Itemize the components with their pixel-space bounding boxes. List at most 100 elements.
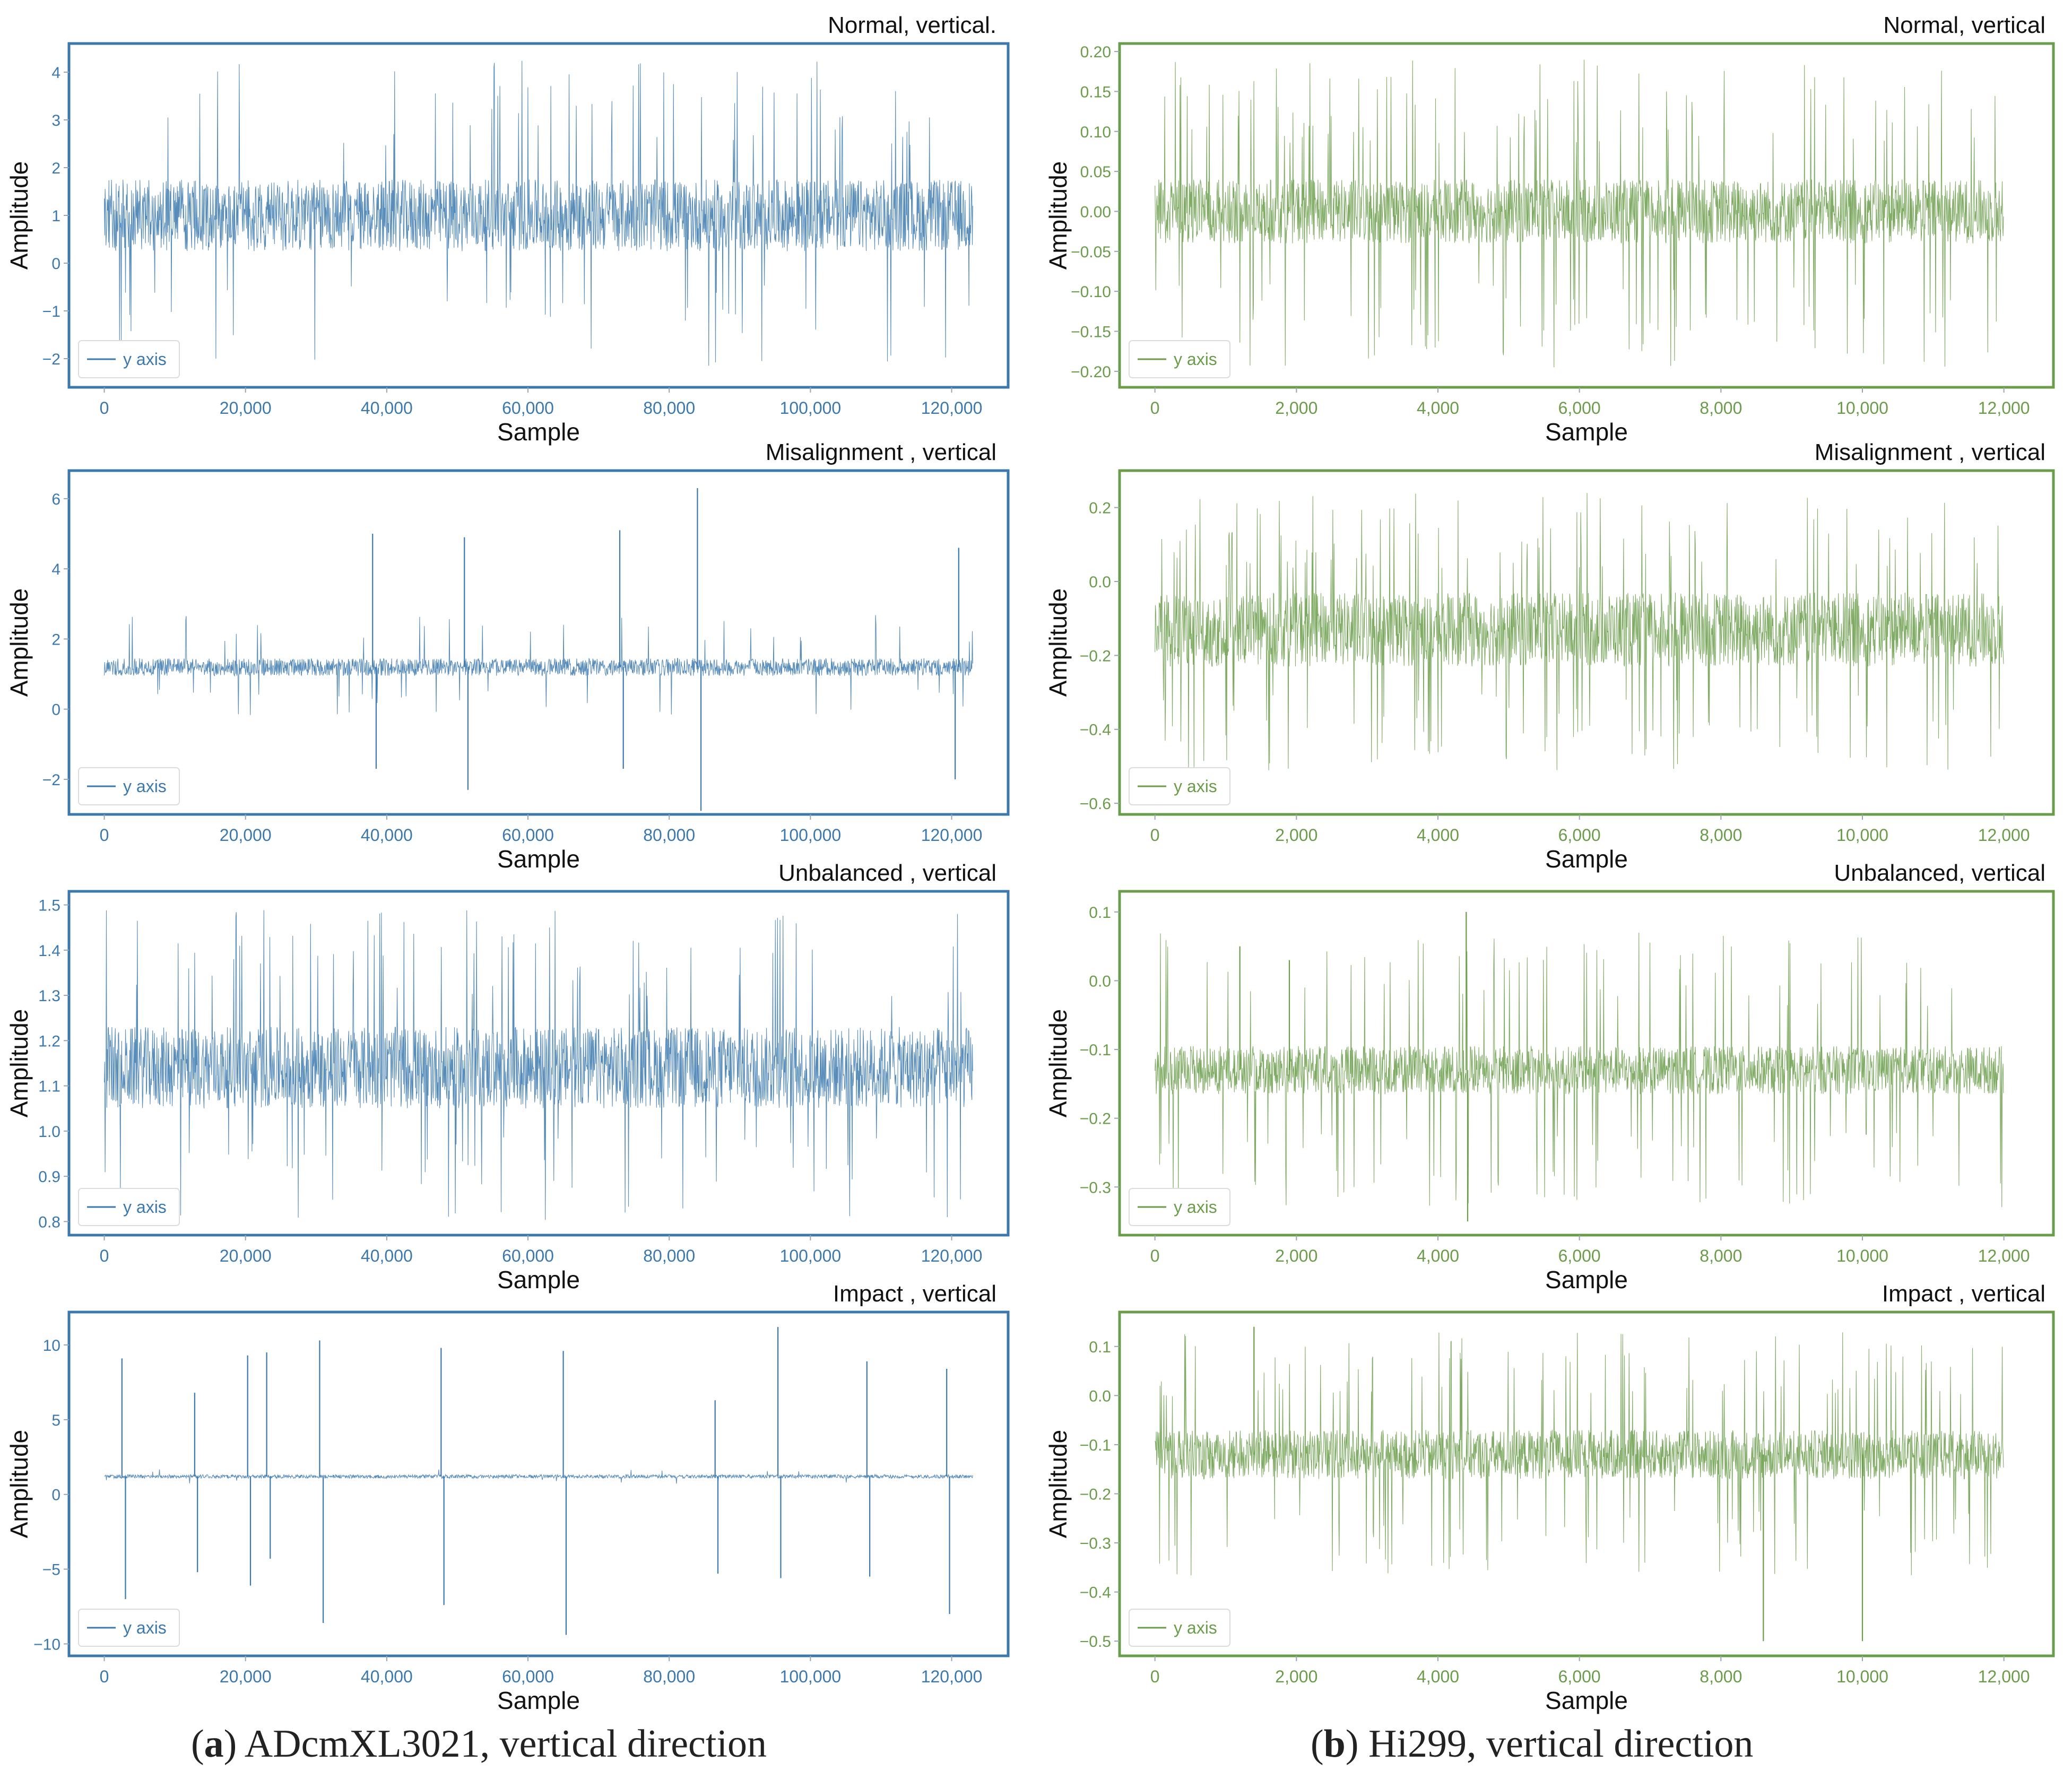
caption-b-text: Hi299, vertical direction — [1368, 1722, 1754, 1766]
x-tick-label: 100,000 — [780, 1667, 842, 1686]
x-tick-label: 100,000 — [780, 826, 842, 845]
x-tick-label: 2,000 — [1275, 1667, 1317, 1686]
chart-panel-a-2: Unbalanced , vertical 0.8 0.9 1.0 1.1 1.2 1.3 1… — [5, 860, 1010, 1293]
plot-frame — [67, 1310, 1010, 1657]
y-tick-label: 1.0 — [38, 1123, 60, 1141]
chart-title: Impact , vertical — [833, 1281, 996, 1307]
legend-label: y axis — [1174, 350, 1217, 369]
plot-frame — [1118, 890, 2055, 1237]
y-tick-label: −1 — [42, 303, 60, 320]
y-tick-label: 0.10 — [1080, 124, 1111, 141]
plot-frame — [1118, 42, 2055, 389]
y-tick-label: −0.6 — [1080, 795, 1111, 813]
chart-panel-a-0: Normal, vertical. −2 −1 0 1 2 3 4 0 20,000 40,000 6… — [5, 12, 1010, 446]
x-tick-label: 0 — [1150, 826, 1160, 845]
x-tick-label: 80,000 — [643, 398, 695, 418]
x-tick-label: 8,000 — [1700, 826, 1742, 845]
y-tick-label: 2 — [51, 631, 60, 648]
y-tick-label: 4 — [51, 64, 60, 82]
x-tick-label: 0 — [1150, 1667, 1160, 1686]
y-axis-label: Amplitude — [1044, 161, 1072, 270]
caption-b-letter: b — [1323, 1722, 1346, 1766]
legend-box — [78, 1609, 180, 1647]
x-tick-label: 0 — [100, 1246, 109, 1265]
legend-box — [1129, 340, 1230, 378]
y-tick-label: −0.3 — [1080, 1535, 1111, 1552]
x-tick-label: 40,000 — [361, 1667, 413, 1686]
x-tick-label: 12,000 — [1978, 826, 2030, 845]
y-tick-label: −0.4 — [1080, 1584, 1111, 1602]
x-tick-label: 4,000 — [1417, 1667, 1459, 1686]
x-tick-label: 20,000 — [220, 398, 272, 418]
chart-panel-b-3: Impact , vertical −0.5 −0.4 −0.3 −0.2 −0.1 0.0… — [1044, 1281, 2055, 1714]
signal-line — [1155, 59, 2004, 368]
legend-box — [1129, 1609, 1230, 1647]
x-tick-label: 6,000 — [1558, 398, 1601, 418]
y-tick-label: −5 — [42, 1561, 60, 1579]
x-tick-label: 8,000 — [1700, 1667, 1742, 1686]
x-tick-label: 4,000 — [1417, 398, 1459, 418]
x-axis-label: Sample — [1545, 1687, 1628, 1714]
y-tick-label: −2 — [42, 351, 60, 368]
x-tick-label: 120,000 — [921, 1246, 983, 1265]
plot-frame — [67, 469, 1010, 816]
chart-title: Misalignment , vertical — [1815, 439, 2045, 465]
x-tick-label: 6,000 — [1558, 1667, 1601, 1686]
y-tick-label: 1 — [51, 207, 60, 225]
legend-box — [1129, 767, 1230, 805]
y-tick-label: 1.2 — [38, 1032, 60, 1050]
x-tick-label: 0 — [1150, 398, 1160, 418]
plot-frame — [1118, 1310, 2055, 1657]
y-tick-label: 2 — [51, 160, 60, 177]
y-tick-label: −0.2 — [1080, 647, 1111, 665]
x-tick-label: 80,000 — [643, 826, 695, 845]
x-tick-label: 0 — [1150, 1246, 1160, 1265]
y-tick-label: 0.2 — [1089, 500, 1111, 517]
y-axis-label: Amplitude — [5, 1430, 33, 1539]
x-tick-label: 0 — [100, 1667, 109, 1686]
x-tick-label: 40,000 — [361, 1246, 413, 1265]
signal-line — [103, 60, 973, 366]
plot-frame — [67, 890, 1010, 1237]
legend-box — [1129, 1188, 1230, 1226]
x-tick-label: 40,000 — [361, 398, 413, 418]
y-tick-label: −0.3 — [1080, 1179, 1111, 1196]
x-tick-label: 100,000 — [780, 398, 842, 418]
x-tick-label: 10,000 — [1836, 1246, 1888, 1265]
chart-title: Unbalanced , vertical — [778, 860, 996, 886]
y-tick-label: −2 — [42, 771, 60, 789]
y-tick-label: 0.8 — [38, 1213, 60, 1231]
y-tick-label: 4 — [51, 561, 60, 578]
y-tick-label: 0 — [51, 255, 60, 273]
x-tick-label: 60,000 — [502, 826, 554, 845]
y-tick-label: 0.0 — [1089, 973, 1111, 990]
y-tick-label: 0.0 — [1089, 574, 1111, 591]
y-tick-label: 0.1 — [1089, 904, 1111, 922]
y-axis-label: Amplitude — [5, 1009, 33, 1118]
legend-label: y axis — [123, 777, 167, 796]
y-tick-label: 0.15 — [1080, 83, 1111, 101]
y-tick-label: 1.1 — [38, 1078, 60, 1096]
signal-line — [1155, 932, 2004, 1208]
signal-line — [103, 910, 973, 1220]
y-tick-label: −10 — [33, 1636, 60, 1653]
y-axis-label: Amplitude — [5, 588, 33, 697]
x-tick-label: 120,000 — [921, 1667, 983, 1686]
y-tick-label: 1.5 — [38, 897, 60, 915]
caption-b: (b) Hi299, vertical direction — [1311, 1722, 1754, 1766]
x-tick-label: 120,000 — [921, 826, 983, 845]
x-axis-label: Sample — [497, 845, 580, 873]
x-tick-label: 2,000 — [1275, 1246, 1317, 1265]
y-axis-label: Amplitude — [1044, 1009, 1072, 1118]
y-axis-label: Amplitude — [1044, 1430, 1072, 1539]
signal-line — [1155, 1332, 2004, 1576]
x-tick-label: 4,000 — [1417, 1246, 1459, 1265]
x-tick-label: 12,000 — [1978, 1667, 2030, 1686]
y-tick-label: 5 — [51, 1412, 60, 1429]
legend-label: y axis — [1174, 1618, 1217, 1637]
legend-label: y axis — [1174, 1197, 1217, 1217]
chart-panel-b-0: Normal, vertical −0.20 −0.15 −0.10 −0.05 0.00… — [1044, 12, 2055, 446]
y-tick-label: 0.05 — [1080, 163, 1111, 181]
x-tick-label: 120,000 — [921, 398, 983, 418]
signal-line — [1155, 493, 2004, 770]
